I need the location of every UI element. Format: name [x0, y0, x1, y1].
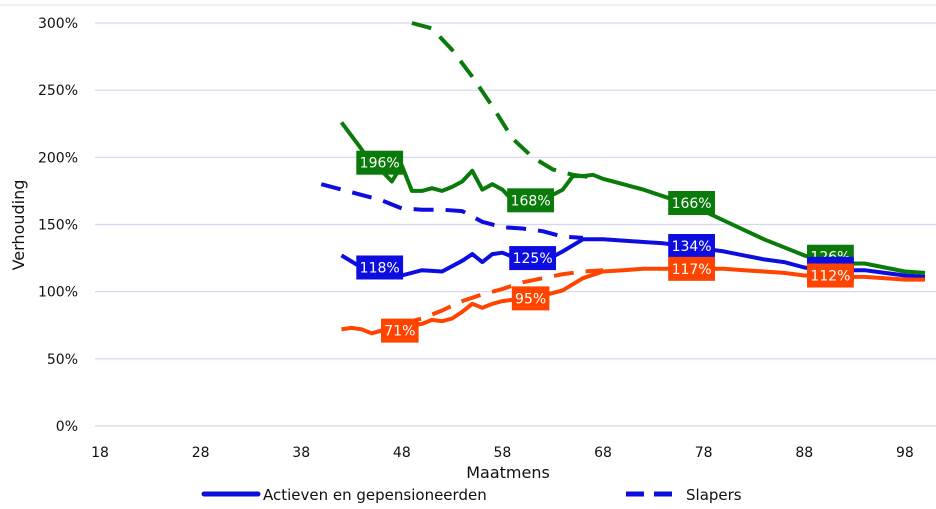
data-label-text: 95%: [515, 291, 546, 307]
x-tick-label: 38: [292, 445, 310, 461]
data-label: 168%: [507, 188, 555, 213]
y-tick-label: 100%: [38, 285, 78, 301]
data-label-box: [356, 255, 404, 280]
x-tick-labels: 18 28 38 48 58 68 78 88 98: [91, 445, 914, 461]
x-tick-label: 58: [494, 445, 512, 461]
grid-layer: [95, 22, 936, 427]
data-label-text: 71%: [384, 324, 415, 340]
data-label-box: [668, 191, 715, 216]
data-label-box: [807, 263, 854, 288]
y-tick-label: 50%: [47, 352, 78, 368]
data-label-text: 196%: [360, 156, 400, 172]
y-tick-label: 150%: [38, 218, 78, 234]
x-tick-label: 88: [795, 445, 813, 461]
data-label: 166%: [668, 191, 715, 216]
data-label-text: 134%: [672, 239, 712, 255]
series-line-dashed: [401, 268, 604, 326]
y-tick-label: 0%: [56, 419, 78, 435]
data-label-box: [381, 318, 419, 343]
data-label-box: [668, 256, 715, 281]
data-label-box: [511, 286, 550, 311]
legend: Actieven en gepensioneerden Slapers: [201, 486, 742, 504]
data-label-text: 125%: [513, 251, 553, 267]
x-tick-label: 28: [192, 445, 210, 461]
series-line-dashed: [411, 21, 594, 180]
data-label: 134%: [668, 233, 715, 258]
y-tick-label: 250%: [38, 83, 78, 99]
data-label-text: 118%: [360, 260, 400, 276]
data-label-box: [668, 233, 715, 258]
x-tick-label: 68: [594, 445, 612, 461]
data-label-text: 117%: [672, 262, 712, 278]
data-label: 118%: [356, 255, 404, 280]
x-tick-label: 18: [91, 445, 109, 461]
x-tick-label: 98: [896, 445, 914, 461]
y-axis-title: Verhouding: [9, 180, 28, 271]
data-label: 196%: [356, 150, 404, 175]
y-tick-label: 200%: [38, 150, 78, 166]
data-label-text: 112%: [810, 269, 850, 285]
legend-label-actieven: Actieven en gepensioneerden: [263, 486, 487, 504]
data-label-box: [509, 246, 557, 271]
data-label: 117%: [668, 256, 715, 281]
x-tick-label: 48: [393, 445, 411, 461]
y-tick-labels: 0% 50% 100% 150% 200% 250% 300%: [38, 16, 78, 435]
x-tick-label: 78: [695, 445, 713, 461]
data-label: 71%: [381, 318, 419, 343]
data-label: 95%: [511, 286, 550, 311]
data-labels: 196%168%166%126%118%125%134%117%71%95%11…: [356, 150, 854, 343]
data-label: 125%: [509, 246, 557, 271]
data-label-box: [356, 150, 404, 175]
series-line: [339, 121, 926, 275]
data-label-box: [507, 188, 555, 213]
x-axis-title: Maatmens: [466, 463, 550, 482]
legend-label-slapers: Slapers: [686, 486, 742, 504]
data-label-text: 168%: [511, 193, 551, 209]
series-line-dashed: [320, 182, 584, 240]
data-label-text: 166%: [672, 196, 712, 212]
data-label: 112%: [807, 263, 854, 288]
y-tick-label: 300%: [38, 16, 78, 32]
